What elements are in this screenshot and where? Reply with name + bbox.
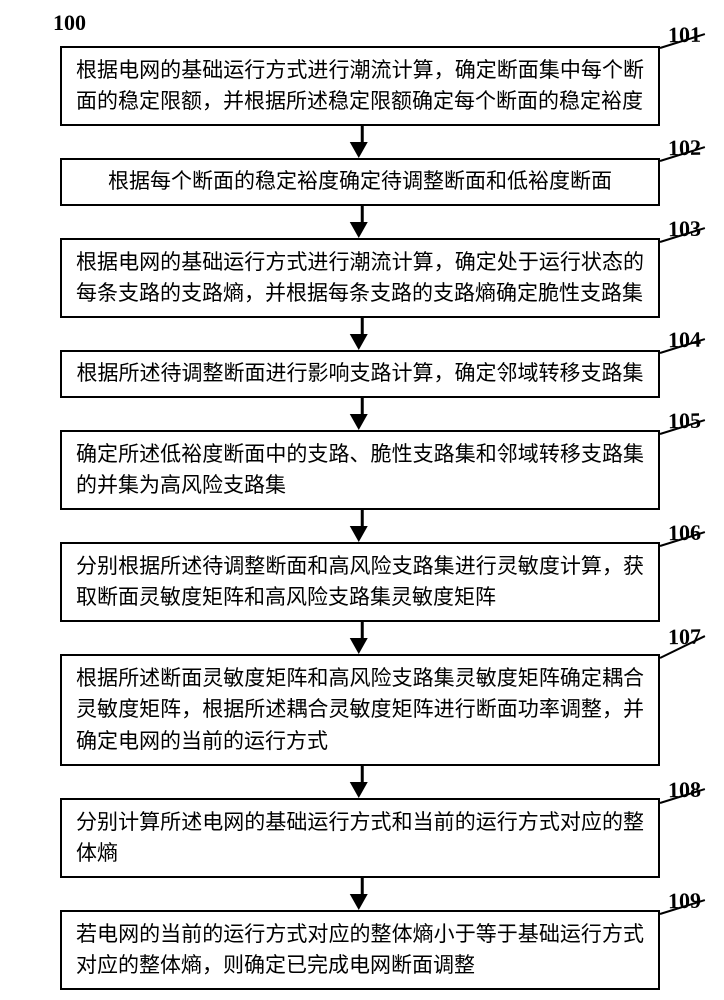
arrow-line	[361, 878, 364, 894]
step-box-101: 根据电网的基础运行方式进行潮流计算，确定断面集中每个断面的稳定限额，并根据所述稳…	[60, 46, 660, 126]
step-text: 分别计算所述电网的基础运行方式和当前的运行方式对应的整体熵	[76, 807, 644, 870]
arrow-down	[357, 206, 368, 238]
arrow-head-icon	[349, 782, 367, 798]
step-text: 根据每个断面的稳定裕度确定待调整断面和低裕度断面	[108, 166, 612, 198]
step-text: 根据所述断面灵敏度矩阵和高风险支路集灵敏度矩阵确定耦合灵敏度矩阵，根据所述耦合灵…	[76, 663, 644, 758]
arrow-down	[357, 510, 368, 542]
step-text: 分别根据所述待调整断面和高风险支路集进行灵敏度计算，获取断面灵敏度矩阵和高风险支…	[76, 551, 644, 614]
arrow-line	[361, 398, 364, 414]
arrow-down	[357, 622, 368, 654]
step-text: 若电网的当前的运行方式对应的整体熵小于等于基础运行方式对应的整体熵，则确定已完成…	[76, 919, 644, 982]
arrow-line	[361, 126, 364, 142]
step-box-106: 分别根据所述待调整断面和高风险支路集进行灵敏度计算，获取断面灵敏度矩阵和高风险支…	[60, 542, 660, 622]
step-box-105: 确定所述低裕度断面中的支路、脆性支路集和邻域转移支路集的并集为高风险支路集	[60, 430, 660, 510]
arrow-line	[361, 766, 364, 782]
step-box-103: 根据电网的基础运行方式进行潮流计算，确定处于运行状态的每条支路的支路熵，并根据每…	[60, 238, 660, 318]
step-text: 根据电网的基础运行方式进行潮流计算，确定处于运行状态的每条支路的支路熵，并根据每…	[76, 247, 644, 310]
arrow-head-icon	[349, 222, 367, 238]
arrow-line	[361, 318, 364, 334]
step-box-102: 根据每个断面的稳定裕度确定待调整断面和低裕度断面	[60, 158, 660, 206]
arrow-down	[357, 126, 368, 158]
arrow-down	[357, 318, 368, 350]
arrow-line	[361, 206, 364, 222]
arrow-head-icon	[349, 334, 367, 350]
arrow-line	[361, 622, 364, 638]
step-box-104: 根据所述待调整断面进行影响支路计算，确定邻域转移支路集	[60, 350, 660, 398]
arrow-line	[361, 510, 364, 526]
figure-number: 100	[53, 10, 86, 36]
arrow-head-icon	[349, 638, 367, 654]
arrow-down	[357, 766, 368, 798]
flowchart-canvas: 100 101根据电网的基础运行方式进行潮流计算，确定断面集中每个断面的稳定限额…	[0, 0, 724, 1000]
step-text: 根据所述待调整断面进行影响支路计算，确定邻域转移支路集	[77, 358, 644, 390]
step-box-109: 若电网的当前的运行方式对应的整体熵小于等于基础运行方式对应的整体熵，则确定已完成…	[60, 910, 660, 990]
arrow-head-icon	[349, 894, 367, 910]
step-text: 根据电网的基础运行方式进行潮流计算，确定断面集中每个断面的稳定限额，并根据所述稳…	[76, 55, 644, 118]
arrow-head-icon	[349, 142, 367, 158]
arrow-down	[357, 878, 368, 910]
arrow-down	[357, 398, 368, 430]
arrow-head-icon	[349, 414, 367, 430]
step-box-107: 根据所述断面灵敏度矩阵和高风险支路集灵敏度矩阵确定耦合灵敏度矩阵，根据所述耦合灵…	[60, 654, 660, 766]
step-box-108: 分别计算所述电网的基础运行方式和当前的运行方式对应的整体熵	[60, 798, 660, 878]
step-text: 确定所述低裕度断面中的支路、脆性支路集和邻域转移支路集的并集为高风险支路集	[76, 439, 644, 502]
arrow-head-icon	[349, 526, 367, 542]
